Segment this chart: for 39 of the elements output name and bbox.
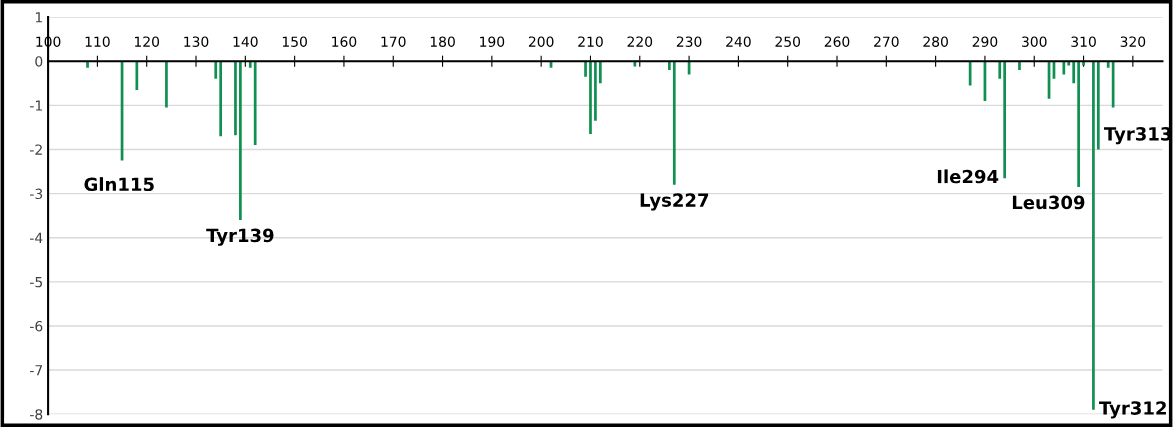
y-tick-label: 0: [35, 56, 43, 67]
x-tick-label: 210: [578, 36, 603, 47]
x-tick-label: 110: [85, 36, 110, 47]
x-tick-label: 310: [1071, 36, 1096, 47]
annotation: Lys227: [640, 193, 709, 211]
y-tick-label: -7: [30, 365, 43, 376]
x-tick-label: 130: [184, 36, 209, 47]
x-tick-label: 270: [874, 36, 899, 47]
x-tick-label: 240: [726, 36, 751, 47]
y-tick-label: -4: [30, 232, 43, 243]
x-tick-label: 160: [332, 36, 357, 47]
x-tick-label: 140: [233, 36, 258, 47]
annotation: Ile294: [937, 169, 999, 184]
annotation: Tyr313: [1103, 127, 1171, 145]
y-tick-label: 1: [35, 12, 42, 23]
x-tick-label: 230: [676, 36, 702, 47]
annotation: Gln115: [84, 177, 154, 192]
x-tick-label: 150: [282, 36, 307, 47]
x-tick-label: 250: [775, 36, 801, 47]
x-tick-label: 280: [923, 36, 948, 47]
x-tick-label: 120: [134, 36, 160, 47]
x-tick-label: 170: [381, 36, 406, 47]
y-tick-label: -8: [30, 409, 43, 420]
y-tick-label: -5: [30, 276, 43, 288]
x-tick-label: 300: [1022, 36, 1047, 47]
annotation: Leu309: [1012, 195, 1085, 210]
x-tick-label: 320: [1120, 36, 1146, 47]
x-tick-label: 200: [528, 36, 554, 47]
x-tick-label: 220: [627, 36, 653, 47]
annotation: Tyr139: [206, 228, 274, 246]
annotation: Tyr312: [1099, 401, 1166, 419]
x-tick-label: 180: [430, 36, 455, 47]
x-tick-label: 190: [480, 36, 505, 47]
y-tick-label: -3: [30, 188, 43, 200]
y-tick-label: -6: [30, 320, 43, 332]
x-tick-label: 290: [972, 36, 998, 47]
y-tick-label: -2: [30, 144, 42, 155]
x-tick-label: 260: [824, 36, 850, 47]
y-tick-label: -1: [30, 100, 42, 111]
